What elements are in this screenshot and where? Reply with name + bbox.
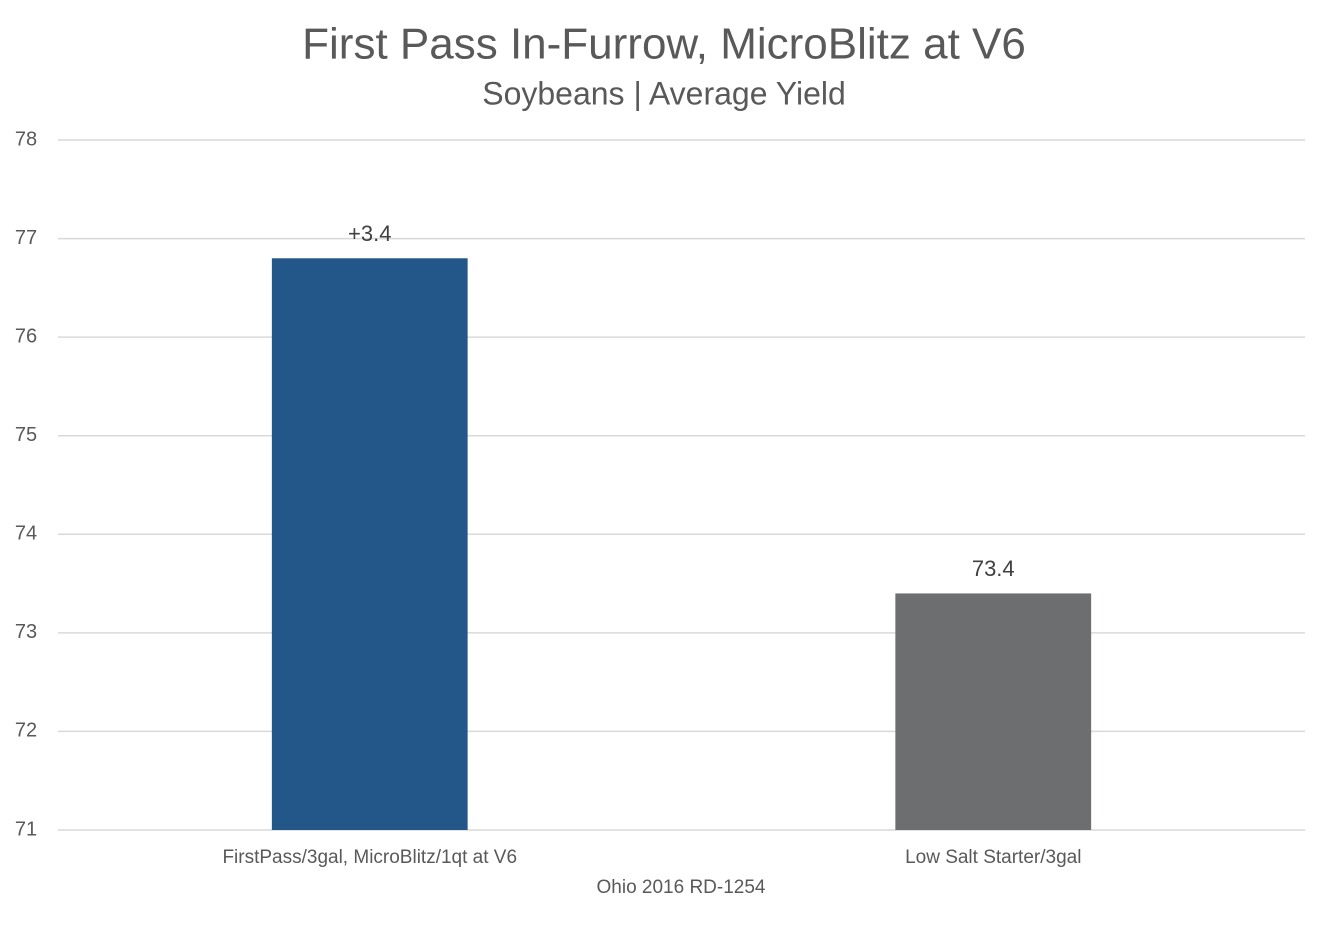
- y-tick-label: 78: [15, 128, 37, 150]
- annotation: +3.4: [348, 221, 391, 246]
- x-tick-label: Low Salt Starter/3gal: [905, 847, 1081, 868]
- bar: [895, 593, 1092, 830]
- x-tick-label: FirstPass/3gal, MicroBlitz/1qt at V6: [222, 847, 517, 868]
- y-tick-label: 76: [15, 325, 37, 347]
- y-tick-label: 72: [15, 720, 37, 742]
- bar: [271, 258, 468, 830]
- chart-title: First Pass In-Furrow, MicroBlitz at V6: [302, 20, 1026, 69]
- y-tick-label: 75: [15, 424, 37, 446]
- y-tick-label: 73: [15, 621, 37, 643]
- chart-subtitle: Soybeans | Average Yield: [482, 75, 846, 111]
- x-axis-title: Ohio 2016 RD-1254: [597, 877, 766, 898]
- data-label: 73.4: [972, 556, 1015, 581]
- y-tick-label: 77: [15, 227, 37, 249]
- y-tick-label: 74: [15, 523, 37, 545]
- y-tick-label: 71: [15, 818, 37, 840]
